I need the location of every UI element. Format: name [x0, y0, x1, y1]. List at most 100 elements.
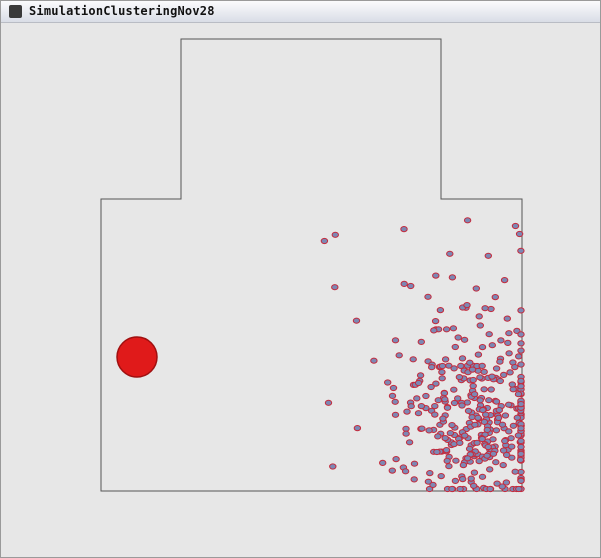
particle [425, 427, 433, 434]
particle [448, 274, 457, 281]
particle [498, 483, 506, 490]
particle [439, 415, 447, 422]
particle [445, 463, 453, 470]
particle [458, 355, 467, 362]
particle [431, 411, 439, 418]
particle [446, 430, 455, 437]
particle [384, 379, 392, 386]
particle [483, 452, 491, 459]
particle [468, 366, 477, 373]
particle [474, 414, 482, 421]
particle [464, 407, 473, 414]
particle [509, 422, 518, 429]
particle [438, 375, 446, 382]
particle [514, 432, 523, 439]
particle [488, 342, 496, 349]
particle [505, 350, 513, 357]
particle [511, 468, 519, 475]
particle [495, 407, 503, 414]
particle [405, 439, 414, 446]
particle [473, 439, 481, 446]
particle [470, 391, 479, 398]
particle [515, 353, 523, 360]
particle [505, 428, 513, 435]
particle [432, 272, 440, 279]
particle [441, 396, 449, 403]
particle [486, 485, 494, 493]
particle [478, 344, 487, 351]
red-target [116, 336, 158, 378]
particle [389, 384, 398, 392]
particle [441, 356, 450, 363]
particle [427, 383, 435, 391]
particle [463, 302, 471, 309]
particle [480, 368, 488, 375]
particle [413, 395, 421, 402]
particle [508, 381, 516, 388]
particle [400, 226, 408, 233]
particle [515, 230, 524, 238]
particle [501, 437, 509, 445]
particle [481, 305, 489, 312]
particle [504, 339, 512, 346]
particle [491, 294, 499, 301]
particle [410, 460, 419, 467]
particle [511, 222, 520, 230]
particle [494, 414, 503, 421]
particle [492, 398, 501, 405]
particle [451, 477, 460, 484]
particle [517, 437, 525, 445]
particle [409, 356, 417, 363]
particle [480, 418, 489, 425]
particle [452, 457, 460, 464]
particle [392, 456, 400, 463]
particle [474, 351, 483, 358]
particle [467, 475, 475, 482]
particle [489, 436, 497, 443]
particle [505, 330, 513, 337]
particle [329, 463, 337, 470]
particle [416, 372, 425, 379]
particle [370, 357, 378, 364]
particle [331, 284, 339, 291]
particle [488, 373, 496, 380]
particle [432, 380, 440, 387]
particle [463, 455, 472, 462]
app-icon [9, 5, 22, 18]
particle [496, 377, 504, 385]
particle [414, 410, 423, 417]
particle [514, 391, 523, 398]
particle [499, 462, 507, 469]
particle [379, 459, 387, 466]
particle [513, 414, 521, 421]
particle [438, 369, 446, 376]
particle [443, 457, 451, 464]
particle [449, 325, 458, 332]
particle [407, 282, 415, 290]
particle [517, 401, 525, 408]
particle [498, 421, 507, 428]
particle [503, 451, 511, 459]
particle [429, 481, 437, 488]
particle [461, 432, 469, 439]
particle [501, 412, 510, 419]
particle [515, 485, 523, 493]
particle [517, 347, 525, 354]
particle [506, 369, 514, 376]
particle [478, 362, 486, 369]
particle [436, 307, 445, 314]
particle [484, 252, 492, 259]
particle [465, 445, 474, 452]
particle [492, 427, 501, 434]
particle [324, 399, 333, 406]
particle [517, 377, 525, 384]
particle [456, 439, 464, 446]
particle [478, 473, 487, 480]
particle [455, 374, 464, 381]
particle [497, 337, 505, 344]
particle [391, 337, 400, 344]
particle [450, 399, 459, 407]
particle [496, 358, 504, 365]
particle [433, 448, 441, 456]
particle [320, 237, 329, 245]
